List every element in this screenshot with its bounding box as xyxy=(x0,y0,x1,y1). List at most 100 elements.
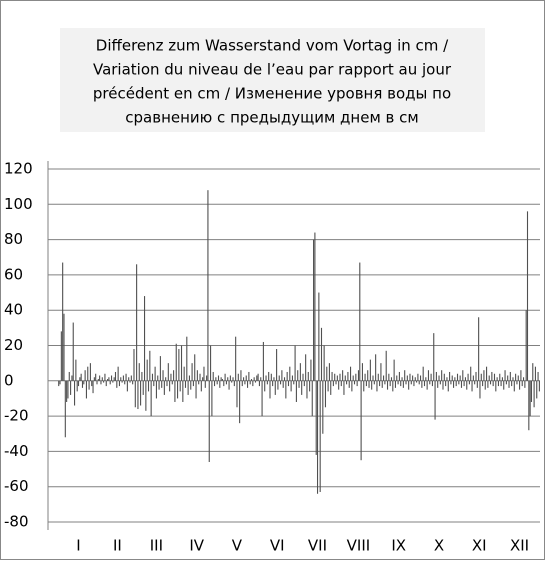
bar xyxy=(517,375,519,381)
bar xyxy=(254,380,257,383)
bar xyxy=(136,264,138,381)
bar xyxy=(116,380,118,388)
bar xyxy=(92,380,94,394)
bar xyxy=(431,380,433,387)
bar xyxy=(89,363,91,381)
bar xyxy=(402,380,404,388)
bar xyxy=(277,380,279,390)
bar xyxy=(112,380,114,383)
bar xyxy=(219,380,221,388)
bar xyxy=(225,380,227,385)
bar xyxy=(363,380,365,392)
bar xyxy=(81,380,84,388)
y-tick-label: 100 xyxy=(4,195,33,213)
bar xyxy=(194,354,196,381)
bar xyxy=(290,380,292,392)
bar xyxy=(525,310,527,381)
bar xyxy=(416,380,418,383)
y-tick-label: -40 xyxy=(4,442,29,460)
bar xyxy=(101,377,103,381)
bar xyxy=(159,356,161,381)
bar xyxy=(122,375,124,381)
bar xyxy=(470,366,472,381)
bar xyxy=(298,380,300,388)
y-tick-label: -20 xyxy=(4,407,29,425)
bar xyxy=(207,190,209,381)
bar xyxy=(442,380,444,390)
bar xyxy=(229,375,231,381)
bar xyxy=(126,380,128,392)
bar xyxy=(410,380,412,385)
bar xyxy=(138,363,140,381)
bar xyxy=(437,380,439,388)
bar xyxy=(256,375,258,381)
bar xyxy=(520,370,522,381)
y-tick-label: 0 xyxy=(4,371,14,389)
bar xyxy=(310,359,312,381)
y-tick-label: 40 xyxy=(4,301,23,319)
bar xyxy=(484,380,486,390)
bar xyxy=(264,380,266,392)
bar xyxy=(331,371,333,381)
bar xyxy=(286,371,288,381)
bar xyxy=(488,375,490,381)
bar xyxy=(383,375,385,381)
bar xyxy=(500,380,502,387)
bar xyxy=(389,380,391,387)
bar xyxy=(235,336,237,381)
bar xyxy=(516,380,518,385)
bar xyxy=(269,380,271,399)
bar xyxy=(100,380,102,385)
bar xyxy=(313,239,315,381)
bar xyxy=(268,371,270,381)
bar xyxy=(206,375,208,381)
bar xyxy=(91,380,93,387)
bar xyxy=(105,380,107,387)
bar xyxy=(237,373,239,381)
bar xyxy=(243,377,245,381)
title-box xyxy=(60,28,485,132)
bar xyxy=(528,380,530,431)
bar xyxy=(183,366,185,381)
bar xyxy=(361,363,363,381)
bar xyxy=(132,380,134,385)
bar xyxy=(282,380,284,388)
bar xyxy=(74,380,76,406)
bar xyxy=(109,380,111,385)
bar xyxy=(334,373,336,381)
bar xyxy=(426,380,428,390)
bar xyxy=(97,379,99,381)
bar xyxy=(462,370,464,381)
bar xyxy=(332,380,334,387)
bar xyxy=(150,380,152,417)
bar xyxy=(103,380,105,383)
bar xyxy=(430,373,432,381)
bar xyxy=(212,371,214,381)
bar xyxy=(177,380,179,399)
bar xyxy=(58,380,60,387)
bar xyxy=(406,375,408,381)
bar xyxy=(104,373,106,381)
bar xyxy=(169,380,171,392)
bar xyxy=(365,380,367,387)
bar xyxy=(66,380,68,402)
bar xyxy=(60,331,62,381)
bar xyxy=(326,366,328,381)
bar xyxy=(529,380,531,417)
bar xyxy=(249,380,251,385)
bar xyxy=(217,375,220,381)
x-tick-label: II xyxy=(113,537,122,555)
bar xyxy=(184,380,187,388)
bar xyxy=(262,341,264,381)
bar xyxy=(474,380,476,385)
bar xyxy=(233,380,235,387)
bar xyxy=(272,380,274,387)
bar xyxy=(161,380,163,388)
bar xyxy=(174,380,176,402)
y-tick-label: -80 xyxy=(4,513,29,531)
bar xyxy=(340,380,342,387)
bar xyxy=(418,380,420,385)
bar xyxy=(114,371,117,381)
chart-title: Variation du niveau de l’eau par rapport… xyxy=(93,61,452,79)
bar xyxy=(167,363,169,381)
